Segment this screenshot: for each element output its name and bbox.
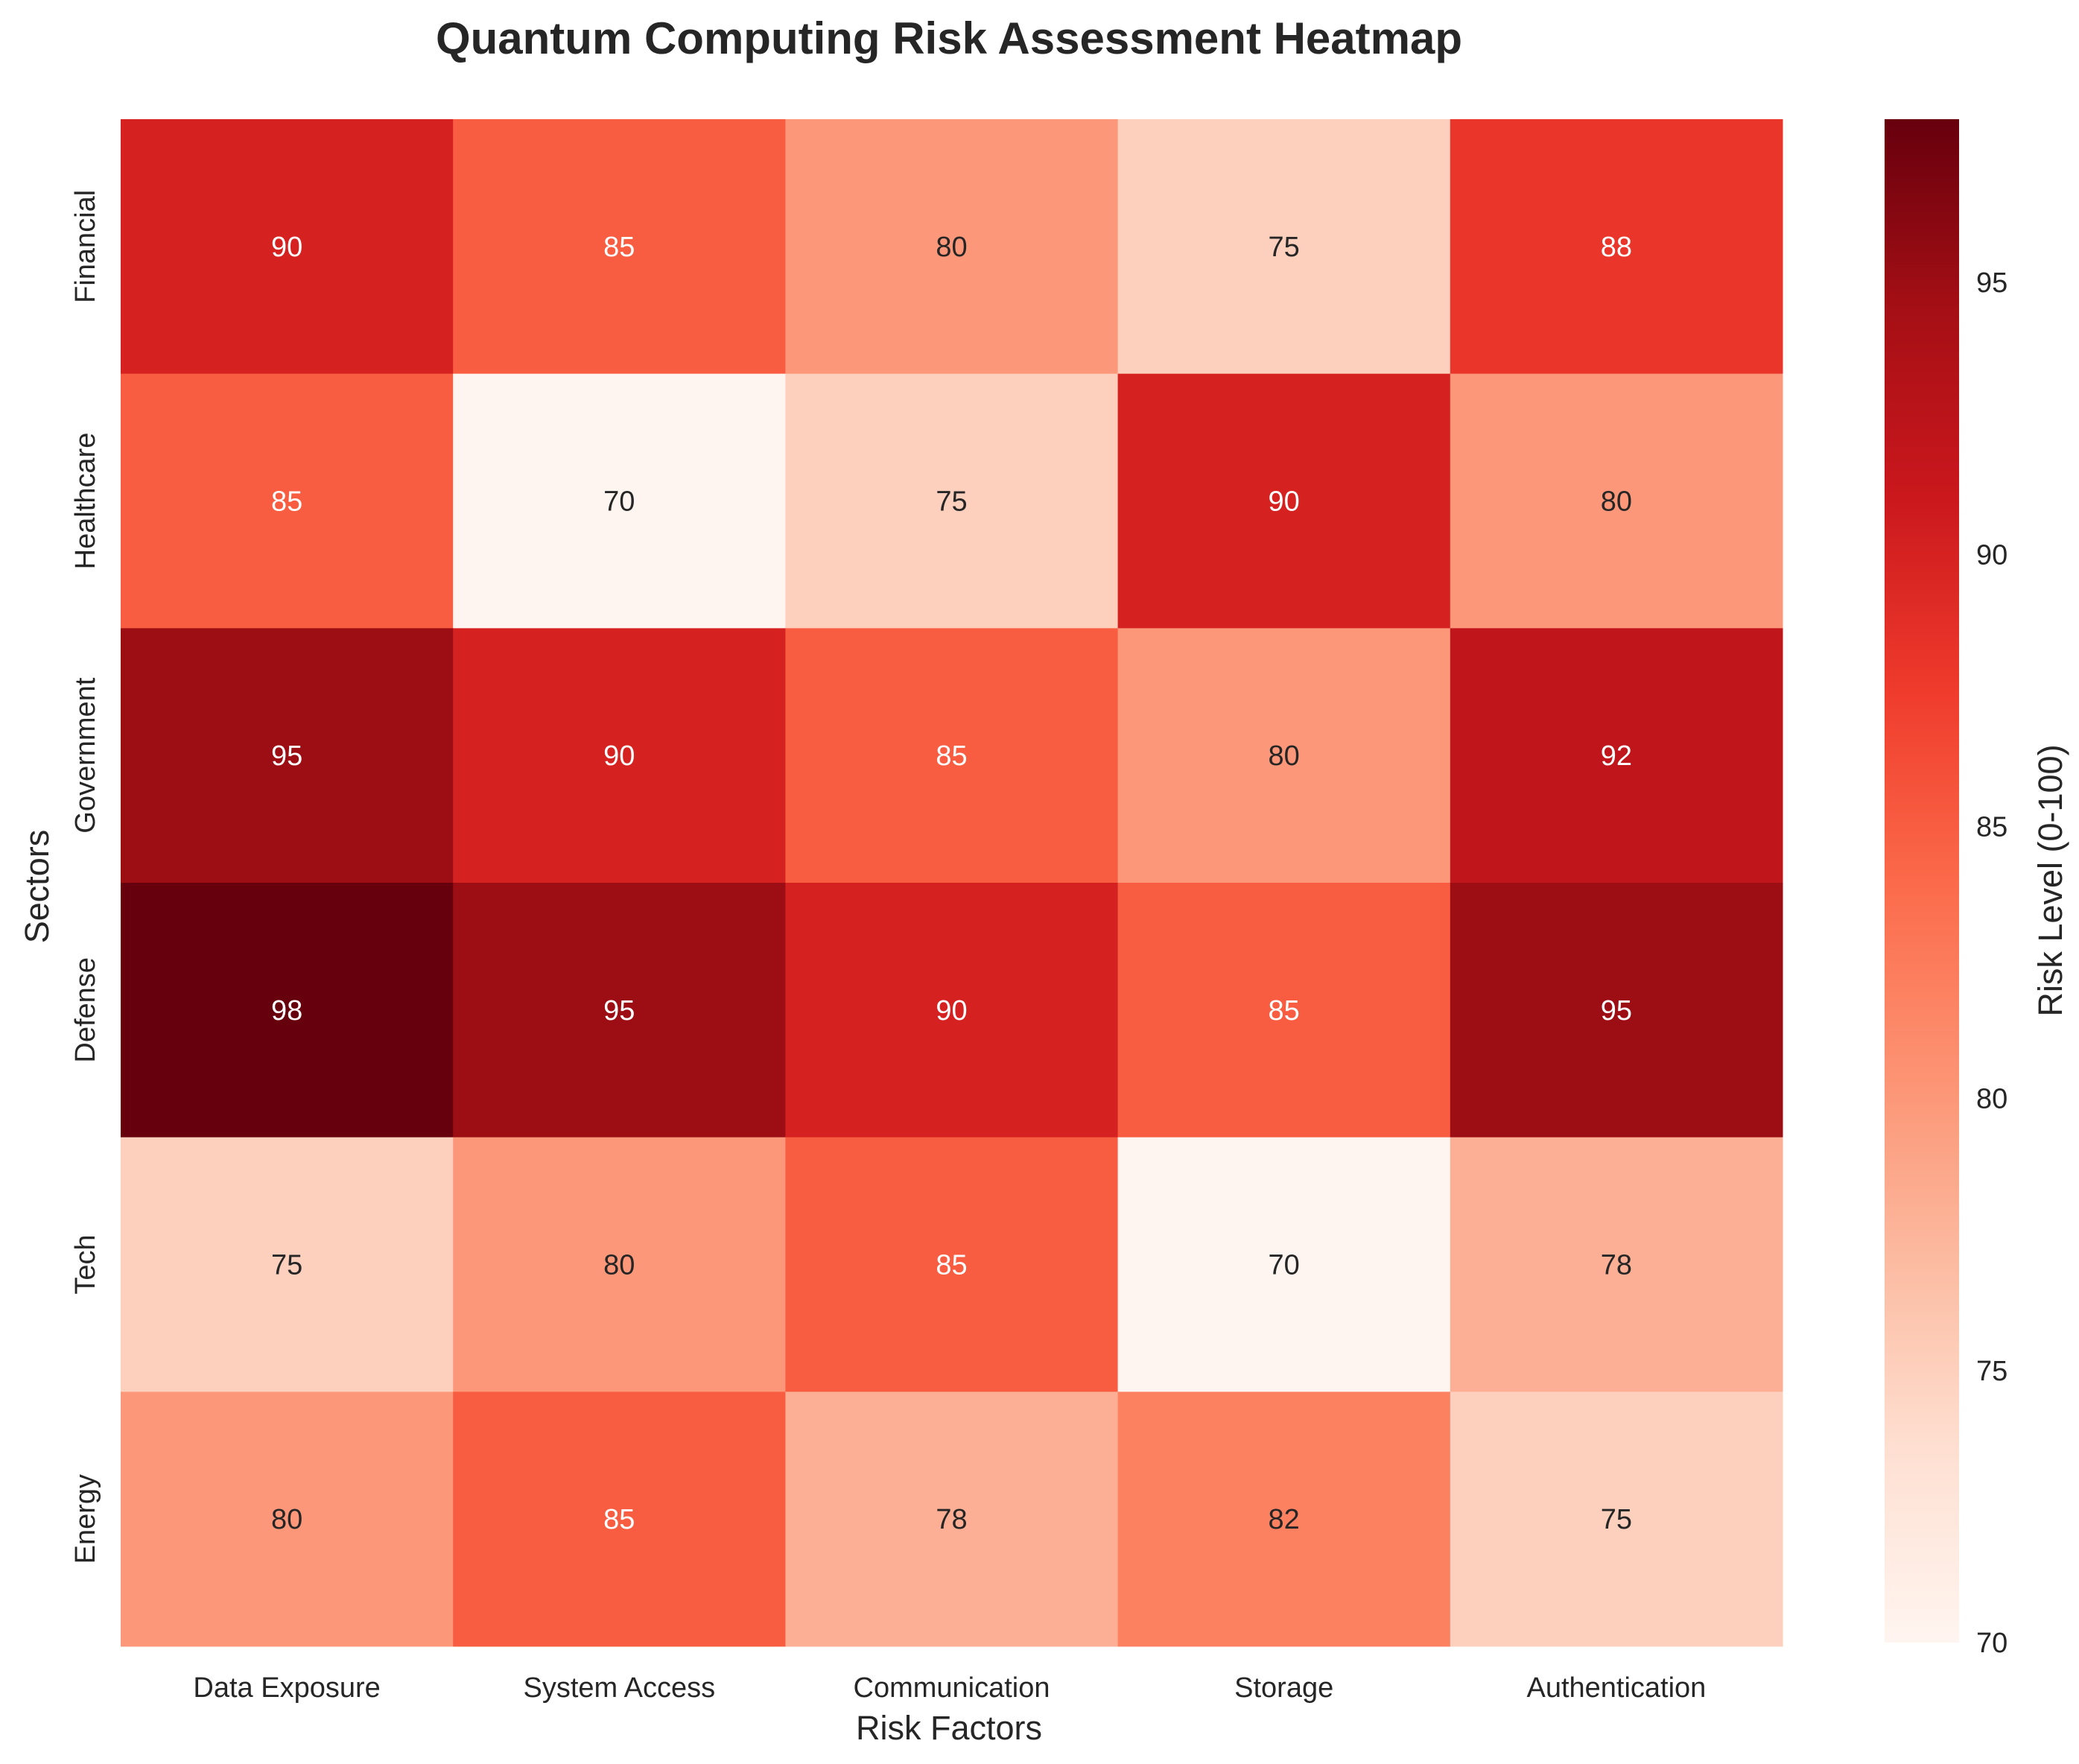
cell-value-label: 82 bbox=[1269, 1504, 1300, 1535]
cell-value-label: 75 bbox=[271, 1250, 302, 1281]
heatmap-cell bbox=[1117, 628, 1451, 883]
cell-value-label: 75 bbox=[936, 486, 967, 518]
colorbar-tick-label: 95 bbox=[1976, 267, 2007, 299]
colorbar-tick-label: 85 bbox=[1976, 811, 2007, 843]
cell-value-label: 98 bbox=[271, 995, 302, 1027]
x-tick-label: Data Exposure bbox=[193, 1672, 380, 1704]
heatmap-cell bbox=[1450, 883, 1783, 1138]
heatmap-cell bbox=[1450, 1137, 1783, 1392]
cell-value-label: 90 bbox=[1269, 486, 1300, 518]
cell-value-label: 80 bbox=[1601, 486, 1632, 518]
heatmap-cell bbox=[453, 119, 786, 375]
x-tick-label: Authentication bbox=[1526, 1672, 1706, 1704]
cell-value-label: 95 bbox=[1601, 995, 1632, 1027]
colorbar-tick-label: 90 bbox=[1976, 539, 2007, 571]
heatmap-cell bbox=[785, 119, 1119, 375]
heatmap-cell bbox=[1450, 119, 1783, 375]
y-tick-label: Financial bbox=[70, 190, 101, 303]
colorbar bbox=[1885, 119, 1959, 1643]
heatmap-cell bbox=[785, 628, 1119, 883]
colorbar-tick-label: 80 bbox=[1976, 1084, 2007, 1115]
cell-value-label: 80 bbox=[603, 1250, 635, 1281]
heatmap-cell bbox=[1117, 119, 1451, 375]
heatmap-cell bbox=[785, 1137, 1119, 1392]
heatmap-cell bbox=[1117, 883, 1451, 1138]
cell-value-label: 85 bbox=[603, 232, 635, 263]
cell-value-label: 75 bbox=[1269, 232, 1300, 263]
cell-value-label: 75 bbox=[1601, 1504, 1632, 1535]
colorbar-ticks: 70 75 80 85 90 95 bbox=[1976, 267, 2007, 1659]
cell-value-label: 80 bbox=[936, 232, 967, 263]
colorbar-label: Risk Level (0-100) bbox=[2031, 744, 2069, 1016]
heatmap-cell bbox=[1450, 628, 1783, 883]
heatmap-cell bbox=[1117, 373, 1451, 629]
heatmap-cell bbox=[785, 883, 1119, 1138]
x-tick-label: Storage bbox=[1234, 1672, 1333, 1704]
cell-value-label: 70 bbox=[603, 486, 635, 518]
cell-value-label: 85 bbox=[936, 740, 967, 772]
x-tick-label: System Access bbox=[523, 1672, 715, 1704]
heatmap-cell bbox=[121, 883, 454, 1138]
chart-title: Quantum Computing Risk Assessment Heatma… bbox=[436, 13, 1462, 63]
y-axis-label: Sectors bbox=[18, 830, 56, 944]
cell-value-label: 88 bbox=[1601, 232, 1632, 263]
heatmap-cell bbox=[785, 1392, 1119, 1647]
y-tick-label: Energy bbox=[70, 1474, 101, 1564]
heatmap-cell bbox=[121, 373, 454, 629]
cell-value-label: 85 bbox=[603, 1504, 635, 1535]
y-tick-label: Defense bbox=[70, 957, 101, 1063]
heatmap-cell bbox=[453, 883, 786, 1138]
cell-value-label: 85 bbox=[936, 1250, 967, 1281]
x-axis-label: Risk Factors bbox=[856, 1709, 1042, 1747]
cell-value-label: 70 bbox=[1269, 1250, 1300, 1281]
cell-value-label: 78 bbox=[1601, 1250, 1632, 1281]
y-tick-label: Healthcare bbox=[70, 433, 101, 570]
heatmap-cell bbox=[1450, 373, 1783, 629]
cell-value-label: 78 bbox=[936, 1504, 967, 1535]
cell-value-label: 95 bbox=[603, 995, 635, 1027]
y-tick-label: Tech bbox=[70, 1234, 101, 1294]
y-tick-label: Government bbox=[70, 677, 101, 834]
cell-value-label: 85 bbox=[271, 486, 302, 518]
cell-value-labels: 90 85 80 75 88 85 70 75 90 80 95 90 85 80 92 98 95 90 85 95… bbox=[271, 232, 1632, 1535]
heatmap-cell bbox=[121, 628, 454, 883]
heatmap-cell bbox=[785, 373, 1119, 629]
y-tick-labels: Financial Healthcare Government Defense Tech… bbox=[70, 190, 101, 1564]
cell-value-label: 90 bbox=[271, 232, 302, 263]
heatmap-cell bbox=[453, 1137, 786, 1392]
cell-value-label: 80 bbox=[1269, 740, 1300, 772]
x-tick-label: Communication bbox=[854, 1672, 1050, 1704]
colorbar-tick-label: 70 bbox=[1976, 1628, 2007, 1659]
cell-value-label: 90 bbox=[936, 995, 967, 1027]
x-tick-labels: Data Exposure System Access Communication S… bbox=[193, 1672, 1706, 1704]
heatmap-cell bbox=[121, 1392, 454, 1647]
cell-value-label: 95 bbox=[271, 740, 302, 772]
colorbar-tick-label: 75 bbox=[1976, 1356, 2007, 1387]
heatmap-cell bbox=[121, 1137, 454, 1392]
heatmap-cell bbox=[453, 628, 786, 883]
heatmap-cells bbox=[121, 119, 1783, 1647]
heatmap-cell bbox=[1450, 1392, 1783, 1647]
heatmap-cell bbox=[453, 1392, 786, 1647]
cell-value-label: 92 bbox=[1601, 740, 1632, 772]
heatmap-cell bbox=[1117, 1137, 1451, 1392]
heatmap-cell bbox=[121, 119, 454, 375]
heatmap-cell bbox=[1117, 1392, 1451, 1647]
cell-value-label: 80 bbox=[271, 1504, 302, 1535]
heatmap-cell bbox=[453, 373, 786, 629]
cell-value-label: 90 bbox=[603, 740, 635, 772]
cell-value-label: 85 bbox=[1269, 995, 1300, 1027]
